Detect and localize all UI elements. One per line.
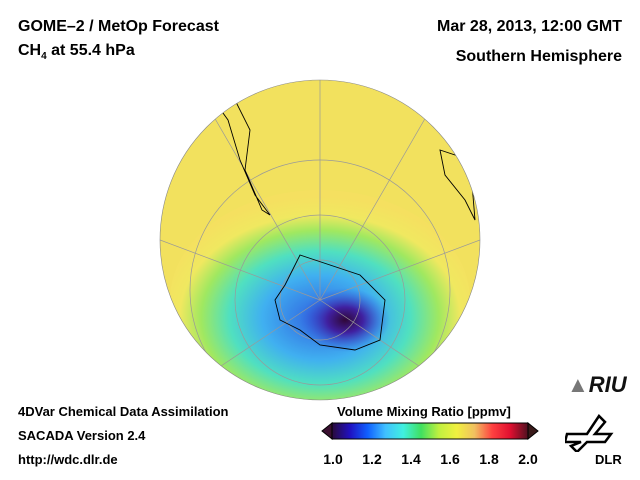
riu-logo: ▲RIU: [567, 372, 627, 397]
colorbar-low-arrow: [321, 422, 333, 441]
dlr-logo-icon: [565, 414, 614, 452]
footer-line2: SACADA Version 2.4: [18, 428, 146, 443]
methane-minimum: [300, 288, 390, 352]
colorbar-tick-label: 2.0: [518, 451, 538, 467]
colorbar-tick-label: 1.6: [440, 451, 460, 467]
species-subscript: 4: [41, 51, 47, 63]
dlr-label: DLR: [595, 452, 622, 467]
colorbar-tick-label: 1.2: [362, 451, 382, 467]
colorbar-gradient: [331, 422, 529, 440]
footer-line1: 4DVar Chemical Data Assimilation: [18, 404, 229, 419]
footer-url[interactable]: http://wdc.dlr.de: [18, 452, 118, 467]
colorbar-tick-label: 1.8: [479, 451, 499, 467]
graticule: [160, 80, 480, 400]
species-level: CH4 at 55.4 hPa: [18, 42, 135, 62]
colorbar-tick-label: 1.4: [401, 451, 421, 467]
species: CH: [18, 42, 42, 59]
colorbar-title: Volume Mixing Ratio [ppmv]: [337, 404, 511, 419]
colorbar-high-arrow: [527, 422, 539, 441]
colorbar: [321, 422, 539, 441]
level: at 55.4 hPa: [46, 42, 135, 59]
colorbar-tick-label: 1.0: [323, 451, 343, 467]
title: GOME–2 / MetOp Forecast: [18, 18, 219, 35]
region: Southern Hemisphere: [455, 48, 622, 65]
datetime: Mar 28, 2013, 12:00 GMT: [437, 18, 622, 35]
